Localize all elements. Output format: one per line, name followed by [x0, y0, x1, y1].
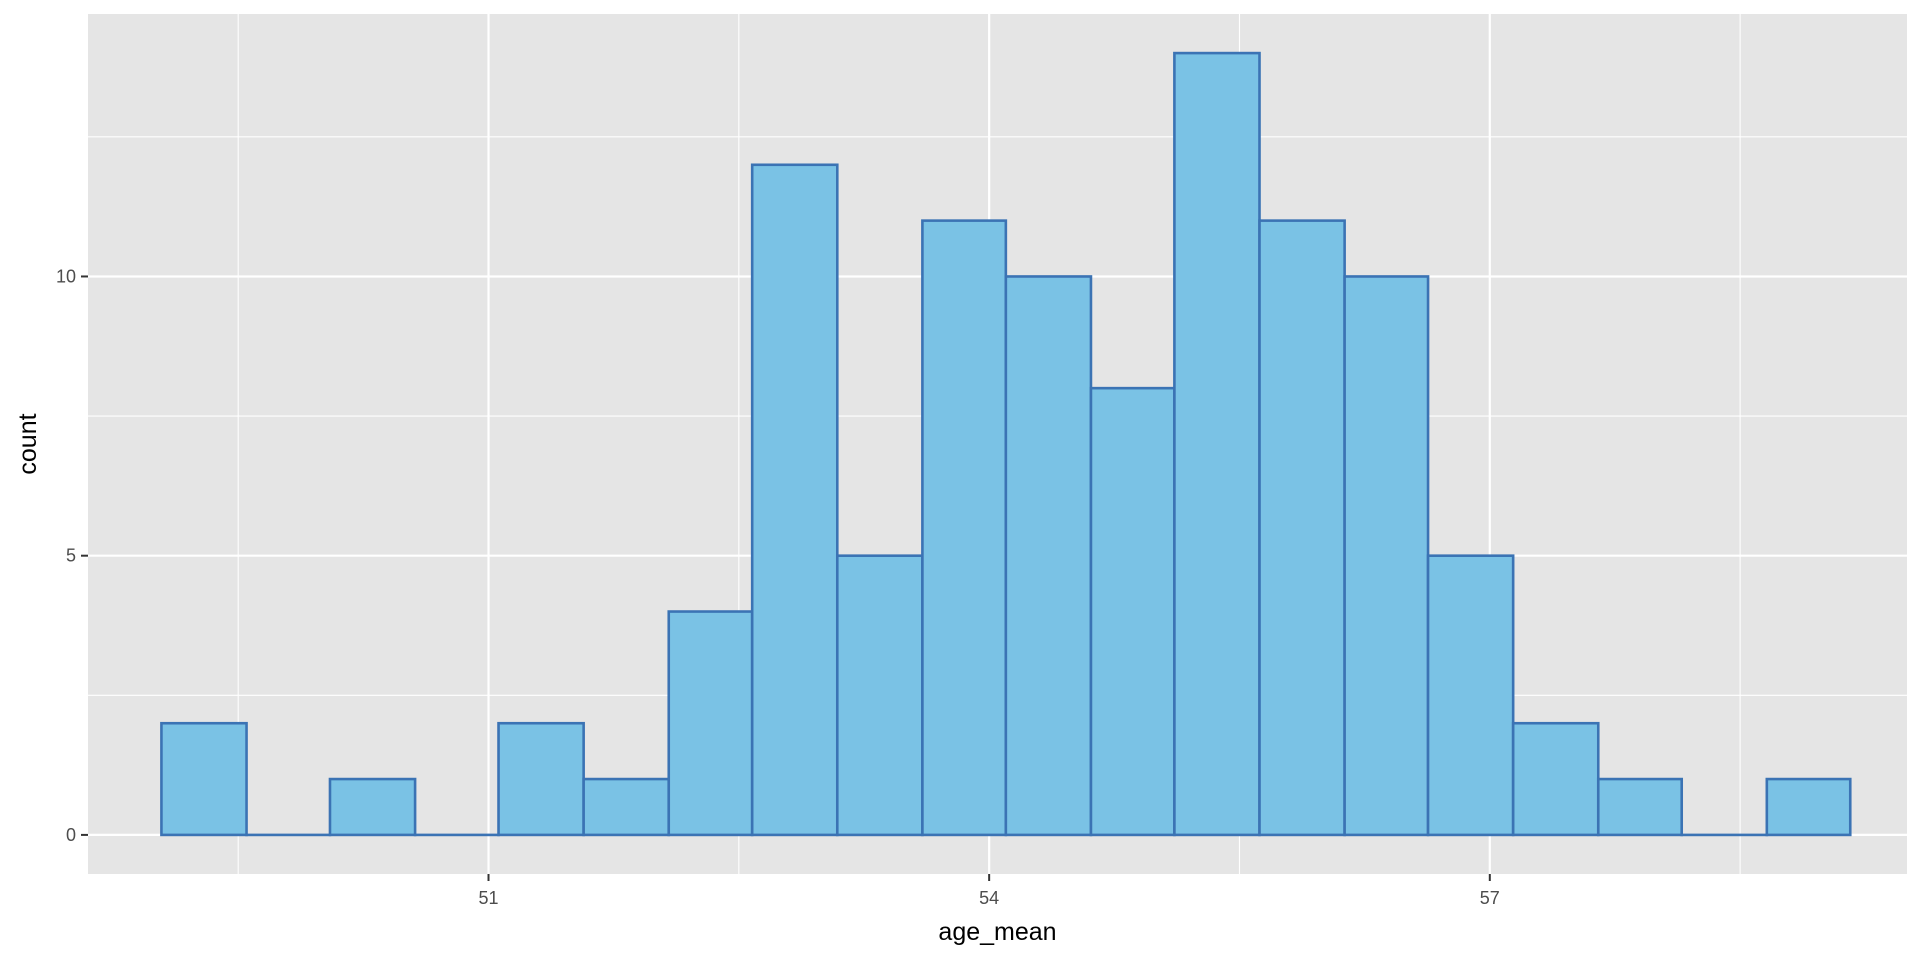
x-axis: 51 54 57	[478, 874, 1500, 908]
y-axis: 0 5 10	[56, 266, 88, 845]
y-axis-title: count	[14, 413, 42, 474]
histogram-bar	[1173, 51, 1261, 837]
y-tick-label: 0	[66, 825, 76, 845]
histogram-bar	[1426, 554, 1515, 837]
histogram-bar	[1089, 386, 1176, 837]
histogram-bar	[1258, 219, 1346, 837]
histogram-bar	[582, 777, 671, 837]
x-axis-title: age_mean	[938, 918, 1056, 946]
histogram-bar	[750, 163, 839, 837]
x-tick-label: 54	[979, 888, 999, 908]
histogram-bar	[328, 777, 417, 837]
y-tick-label: 5	[66, 546, 76, 566]
histogram-bars	[160, 51, 1852, 837]
x-tick-label: 57	[1480, 888, 1500, 908]
histogram-bar	[1511, 721, 1600, 837]
histogram-bar	[160, 721, 248, 837]
histogram-bar	[1004, 275, 1093, 837]
histogram-bar	[1343, 275, 1430, 837]
histogram-bar	[667, 610, 754, 837]
histogram-bar	[1596, 777, 1684, 837]
histogram-bar	[835, 554, 924, 837]
y-tick-label: 10	[56, 266, 76, 286]
histogram-bar	[921, 219, 1008, 837]
x-tick-label: 51	[478, 888, 498, 908]
histogram-bar	[1765, 777, 1852, 837]
histogram-bar	[497, 721, 585, 837]
